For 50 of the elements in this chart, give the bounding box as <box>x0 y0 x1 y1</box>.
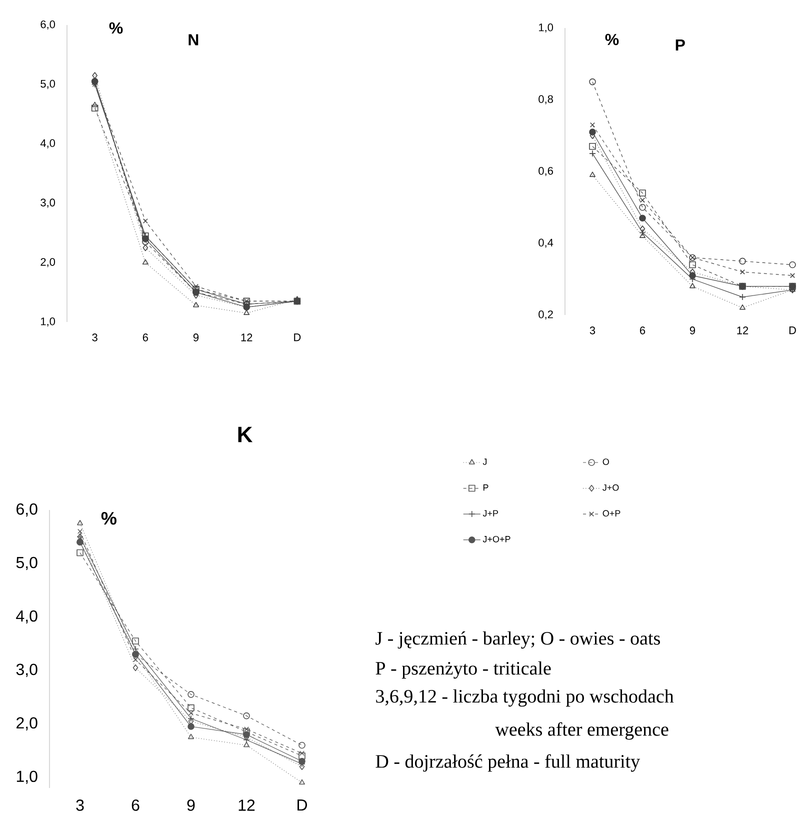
chart-title: K <box>238 426 253 442</box>
y-tick-label: 1,0 <box>41 317 56 327</box>
x-tick-label: D <box>294 334 301 342</box>
y-tick-label: 4,0 <box>40 139 56 148</box>
x-tick-label: 9 <box>193 334 199 342</box>
y-tick-label: 5,0 <box>16 556 38 570</box>
y-tick-label: 5,0 <box>40 80 56 89</box>
x-tick-label: D <box>789 326 796 334</box>
y-axis-title: % <box>605 34 619 46</box>
text: weeks after emergence <box>495 722 668 740</box>
y-tick-label: 0,8 <box>538 95 553 104</box>
legend-label: J <box>482 458 487 465</box>
y-tick-label: 6,0 <box>40 20 56 30</box>
x-tick-label: 12 <box>737 326 748 334</box>
y-axis-title: % <box>101 512 116 525</box>
x-tick-label: 3 <box>76 800 84 811</box>
legend-label: J+P <box>482 510 498 516</box>
y-tick-label: 3,0 <box>40 198 56 208</box>
chart-title: N <box>188 34 198 46</box>
legend-label: O <box>602 458 609 465</box>
text: 3,6,9,12 - liczba tygodni po wschodach <box>376 689 674 707</box>
text: P <box>676 39 685 50</box>
y-tick-label: 0,4 <box>538 238 554 248</box>
legend-label: J+O+P <box>482 536 510 542</box>
x-tick-label: 6 <box>132 800 140 811</box>
legend-label: P <box>483 484 488 491</box>
y-tick-label: 3,0 <box>16 664 38 677</box>
x-tick-label: 6 <box>142 334 148 342</box>
x-tick-label: 3 <box>590 326 596 334</box>
x-tick-label: 9 <box>690 326 696 334</box>
legend-label: O+P <box>602 510 620 517</box>
text: D - dojrzałość pełna - full maturity <box>376 754 640 772</box>
text: J - jęczmień - barley; O - owies - oats <box>376 631 660 649</box>
legend-label: J+O <box>602 484 619 491</box>
x-tick-label: 9 <box>187 800 195 811</box>
y-tick-label: 1,0 <box>16 770 38 784</box>
x-tick-label: 3 <box>92 334 98 342</box>
y-tick-label: 4,0 <box>16 610 38 624</box>
y-tick-label: 2,0 <box>40 258 56 268</box>
x-tick-label: D <box>298 800 307 811</box>
y-tick-label: 0,2 <box>538 310 553 320</box>
y-tick-label: 1,0 <box>539 23 554 33</box>
x-tick-label: 12 <box>241 334 252 342</box>
y-axis-title: % <box>109 22 123 34</box>
x-tick-label: 6 <box>640 326 646 334</box>
x-tick-label: 12 <box>238 800 255 811</box>
y-tick-label: 6,0 <box>16 503 38 517</box>
y-tick-label: 2,0 <box>16 717 38 730</box>
y-tick-label: 0,6 <box>538 166 553 176</box>
text: P - pszenżyto - triticale <box>376 661 551 679</box>
